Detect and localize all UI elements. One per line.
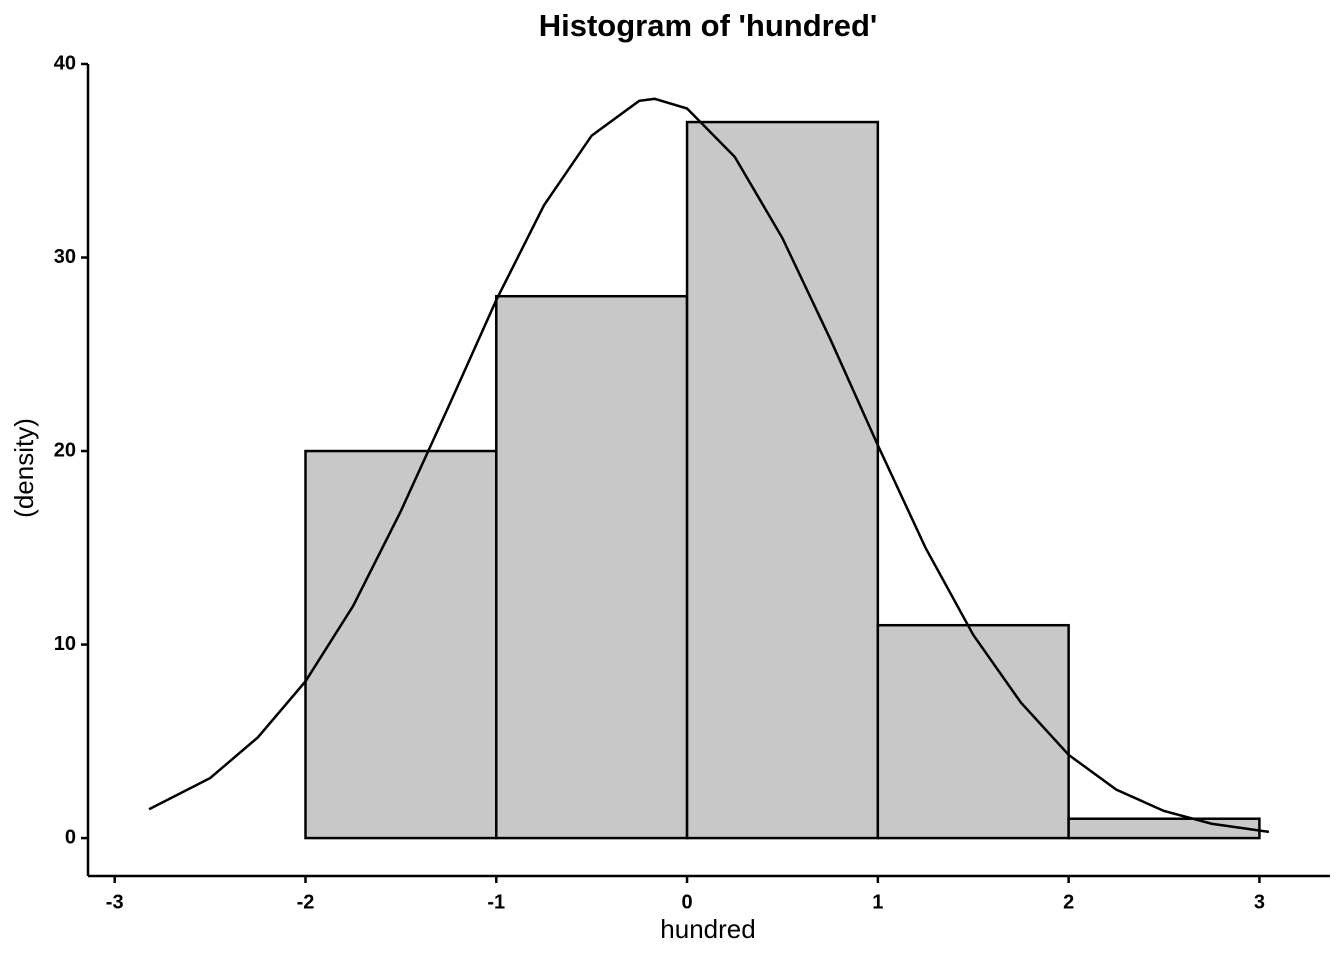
y-tick-label: 20 — [54, 439, 76, 461]
histogram-bar — [495, 294, 689, 840]
x-tick-label: -2 — [297, 891, 315, 913]
x-tick-label: -1 — [487, 891, 505, 913]
x-axis-label: hundred — [660, 914, 755, 944]
x-tick-label: -3 — [106, 891, 124, 913]
y-axis-label: (density) — [9, 418, 39, 518]
y-tick-label: 30 — [54, 246, 76, 268]
x-tick-label: 0 — [681, 891, 692, 913]
density-curve — [148, 97, 1270, 834]
x-tick-label: 1 — [872, 891, 883, 913]
y-tick-label: 0 — [65, 826, 76, 848]
histogram-bar — [876, 623, 1070, 840]
histogram-bar — [685, 120, 880, 840]
x-tick-label: 3 — [1254, 891, 1265, 913]
x-tick-label: 2 — [1063, 891, 1074, 913]
y-tick-label: 10 — [54, 633, 76, 655]
y-tick-label: 40 — [54, 52, 76, 74]
chart-title: Histogram of 'hundred' — [539, 8, 878, 43]
histogram-bar — [1067, 817, 1261, 840]
